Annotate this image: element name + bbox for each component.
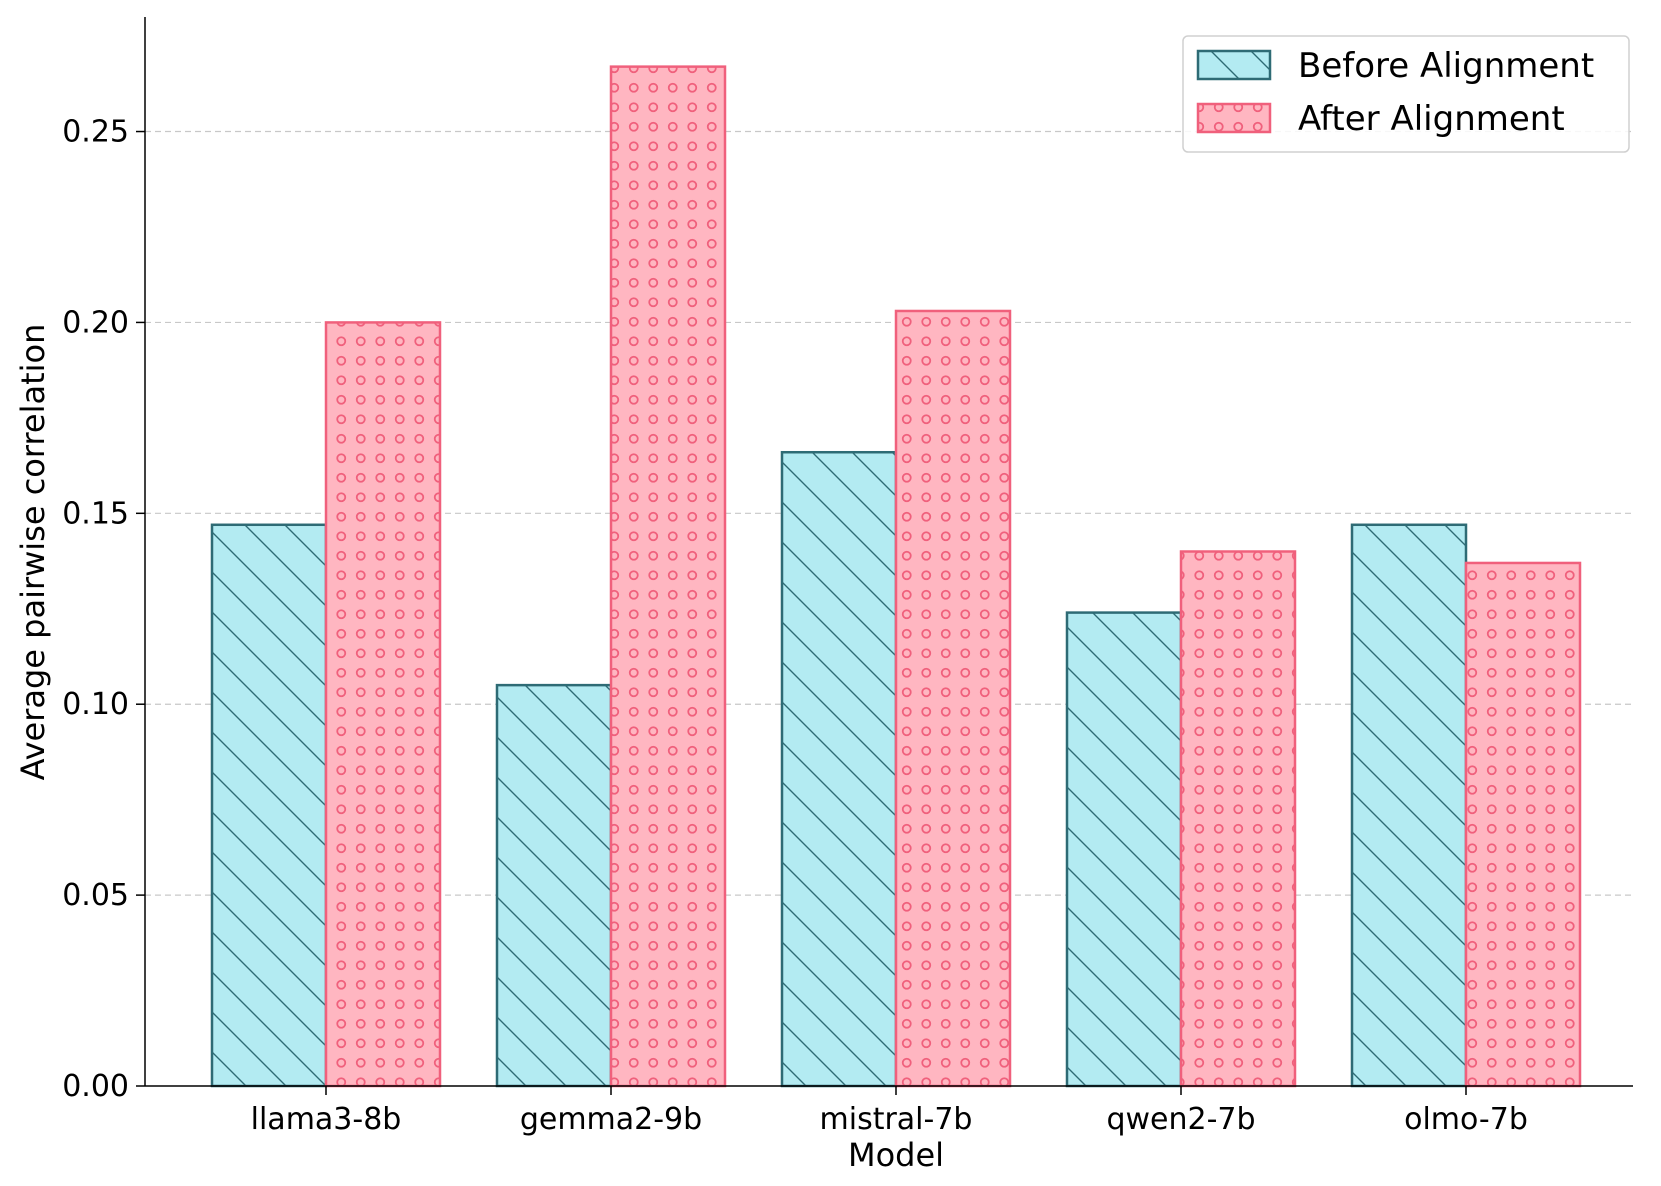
y-ticks: 0.00 0.05 0.10 0.15 0.20 0.25 [62, 115, 145, 1104]
y-tick-label: 0.10 [62, 687, 129, 722]
x-ticks: llama3-8b gemma2-9b mistral-7b qwen2-7b olmo… [251, 1086, 1528, 1137]
bar-before-qwen2-7b [1065, 611, 1183, 1088]
legend-frame [1182, 35, 1630, 153]
x-tick-label: gemma2-9b [520, 1102, 702, 1137]
bar-after-llama3-8b [324, 321, 442, 1088]
x-tick-label: olmo-7b [1404, 1102, 1528, 1137]
y-tick-label: 0.00 [62, 1069, 129, 1104]
bar-before-llama3-8b [210, 523, 328, 1088]
bar-after-olmo-7b [1464, 561, 1582, 1088]
legend-swatch-before [1196, 49, 1272, 81]
bar-after-mistral-7b [894, 309, 1012, 1088]
y-tick-label: 0.15 [62, 496, 129, 531]
y-axis-label: Average pairwise correlation [14, 324, 52, 781]
legend-swatch-after [1196, 102, 1272, 134]
x-tick-label: llama3-8b [251, 1102, 402, 1137]
bar-before-gemma2-9b [495, 683, 613, 1088]
x-axis-label: Model [848, 1136, 944, 1174]
bar-before-olmo-7b [1350, 523, 1468, 1088]
bar-after-qwen2-7b [1179, 550, 1297, 1088]
x-tick-label: qwen2-7b [1106, 1102, 1255, 1137]
bars [210, 65, 1582, 1088]
legend-label-before: Before Alignment [1298, 46, 1594, 86]
y-tick-label: 0.05 [62, 878, 129, 913]
y-tick-label: 0.20 [62, 305, 129, 340]
x-tick-label: mistral-7b [820, 1102, 973, 1137]
legend: Before Alignment After Alignment [1182, 35, 1630, 153]
bar-after-gemma2-9b [609, 65, 727, 1088]
bar-before-mistral-7b [780, 450, 898, 1088]
y-tick-label: 0.25 [62, 115, 129, 150]
legend-label-after: After Alignment [1298, 99, 1565, 139]
